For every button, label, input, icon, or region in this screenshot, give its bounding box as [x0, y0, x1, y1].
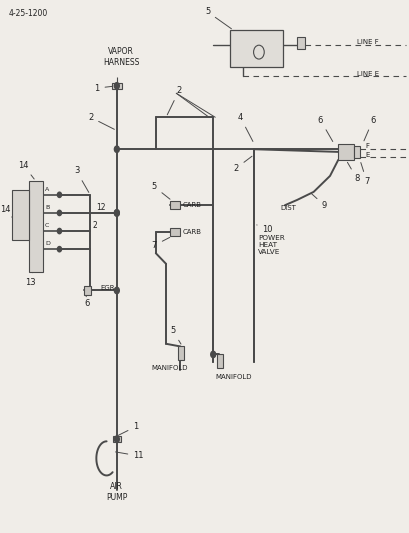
- Text: 6: 6: [317, 116, 332, 141]
- Text: 10: 10: [256, 225, 272, 234]
- Circle shape: [114, 287, 119, 294]
- Text: 13: 13: [25, 272, 35, 287]
- Text: CARB: CARB: [182, 202, 201, 208]
- Text: 3: 3: [74, 166, 89, 192]
- Text: 7: 7: [151, 237, 169, 250]
- Circle shape: [114, 209, 119, 216]
- Bar: [229, 30, 282, 67]
- Circle shape: [57, 228, 61, 233]
- Text: A: A: [45, 187, 49, 192]
- Text: MANIFOLD: MANIFOLD: [151, 365, 188, 371]
- Text: 2: 2: [233, 156, 252, 173]
- Bar: [217, 354, 222, 368]
- Bar: [178, 346, 184, 360]
- Circle shape: [114, 436, 119, 442]
- Text: 1: 1: [94, 84, 119, 93]
- Text: 8: 8: [346, 163, 359, 183]
- Text: LINE E: LINE E: [356, 70, 378, 77]
- Circle shape: [57, 192, 61, 197]
- Text: C: C: [45, 223, 49, 228]
- Circle shape: [210, 351, 215, 358]
- Text: 5: 5: [204, 7, 231, 29]
- Text: LINE F: LINE F: [356, 39, 378, 45]
- Bar: [12, 190, 29, 240]
- Text: 4-25-1200: 4-25-1200: [8, 9, 47, 18]
- Bar: [337, 144, 353, 160]
- Bar: [353, 146, 359, 158]
- Text: DIST: DIST: [280, 205, 296, 211]
- Bar: [170, 228, 180, 236]
- Text: 7: 7: [360, 163, 369, 186]
- Text: 4: 4: [237, 113, 252, 141]
- Text: 2: 2: [88, 113, 114, 130]
- Text: MANIFOLD: MANIFOLD: [215, 374, 251, 381]
- Text: 6: 6: [363, 116, 375, 141]
- Text: 2: 2: [92, 221, 97, 230]
- Bar: [297, 37, 304, 49]
- Text: 6: 6: [84, 295, 89, 309]
- Text: E: E: [364, 151, 369, 158]
- Text: 9: 9: [311, 193, 326, 210]
- Text: D: D: [45, 241, 50, 246]
- Bar: [170, 201, 180, 209]
- Text: EGR: EGR: [94, 286, 115, 292]
- Text: 11: 11: [115, 451, 144, 461]
- Text: VAPOR
HARNESS: VAPOR HARNESS: [103, 47, 139, 67]
- Text: 12: 12: [96, 203, 106, 212]
- Circle shape: [114, 83, 119, 89]
- Text: 2: 2: [167, 86, 181, 115]
- Text: AIR
PUMP: AIR PUMP: [106, 482, 127, 502]
- Text: POWER
HEAT
VALVE: POWER HEAT VALVE: [258, 235, 284, 255]
- Circle shape: [114, 209, 119, 216]
- Circle shape: [57, 210, 61, 215]
- Text: 14: 14: [0, 205, 12, 217]
- Text: 5: 5: [170, 326, 180, 344]
- Bar: [29, 181, 43, 272]
- Circle shape: [57, 246, 61, 252]
- Circle shape: [114, 146, 119, 152]
- Bar: [112, 436, 121, 442]
- Text: 1: 1: [117, 422, 138, 436]
- Text: B: B: [45, 205, 49, 210]
- Text: CARB: CARB: [182, 229, 201, 235]
- Text: 14: 14: [18, 161, 34, 179]
- Bar: [84, 286, 91, 295]
- Bar: [112, 83, 121, 89]
- Text: F: F: [364, 143, 368, 149]
- Text: 5: 5: [151, 182, 170, 199]
